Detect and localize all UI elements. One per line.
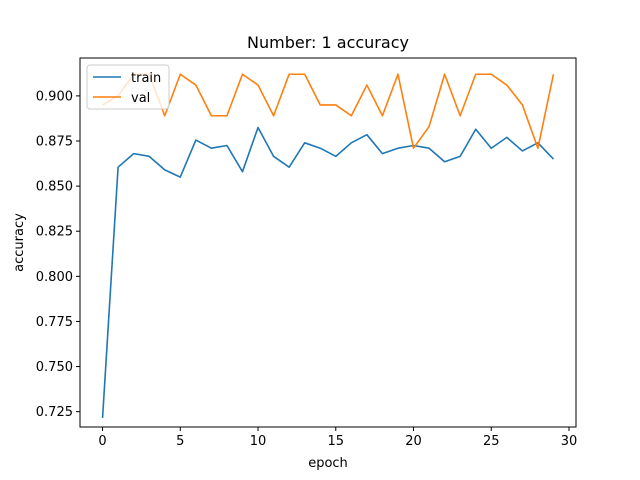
legend: train val — [86, 64, 170, 110]
y-tick-label: 0.825 — [36, 225, 73, 240]
x-tick-label: 0 — [98, 434, 106, 449]
series-line-train — [101, 126, 555, 419]
y-tick-label: 0.775 — [36, 315, 73, 330]
y-tick-label: 0.900 — [36, 89, 73, 104]
y-tick-label: 0.800 — [36, 270, 73, 285]
x-tick-label: 30 — [561, 434, 578, 449]
series-line-val — [102, 73, 555, 150]
legend-label-val: val — [131, 91, 150, 106]
axes-frame — [79, 57, 577, 428]
x-tick-label: 15 — [328, 434, 345, 449]
y-axis-label: accuracy — [12, 213, 27, 272]
chart-title: Number: 1 accuracy — [247, 33, 409, 52]
x-tick-label: 25 — [483, 434, 500, 449]
x-tick-label: 20 — [405, 434, 422, 449]
y-tick-label: 0.875 — [36, 135, 73, 150]
plot-area — [101, 73, 555, 419]
x-tick-label: 5 — [176, 434, 184, 449]
axis-ticks: 0 5 10 15 20 25 30 0.725 0.750 0.775 0.800 0.825 0.8… — [36, 89, 577, 449]
x-axis-label: epoch — [308, 456, 348, 471]
y-tick-label: 0.725 — [36, 405, 73, 420]
legend-box — [86, 64, 170, 110]
x-tick-label: 10 — [250, 434, 267, 449]
y-tick-label: 0.850 — [36, 180, 73, 195]
y-tick-label: 0.750 — [36, 360, 73, 375]
legend-label-train: train — [131, 71, 161, 86]
